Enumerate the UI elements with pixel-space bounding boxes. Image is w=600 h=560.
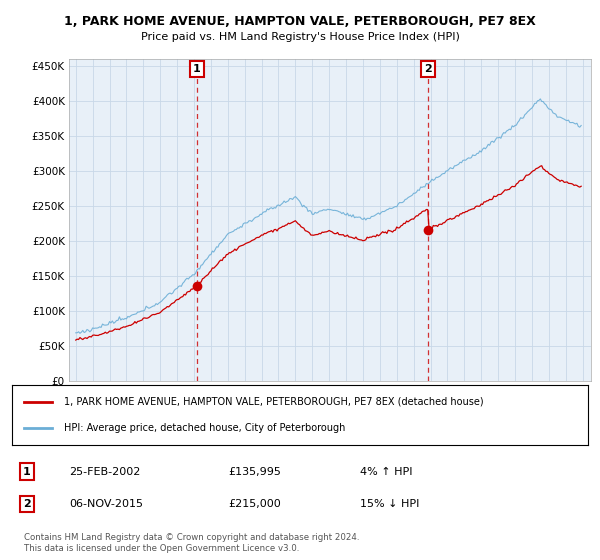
Text: 06-NOV-2015: 06-NOV-2015	[69, 499, 143, 509]
Text: 4% ↑ HPI: 4% ↑ HPI	[360, 466, 413, 477]
Text: 2: 2	[424, 64, 432, 74]
Text: HPI: Average price, detached house, City of Peterborough: HPI: Average price, detached house, City…	[64, 423, 345, 433]
Text: Contains HM Land Registry data © Crown copyright and database right 2024.
This d: Contains HM Land Registry data © Crown c…	[24, 533, 359, 553]
Text: 2: 2	[23, 499, 31, 509]
Text: 1, PARK HOME AVENUE, HAMPTON VALE, PETERBOROUGH, PE7 8EX: 1, PARK HOME AVENUE, HAMPTON VALE, PETER…	[64, 15, 536, 27]
Text: Price paid vs. HM Land Registry's House Price Index (HPI): Price paid vs. HM Land Registry's House …	[140, 32, 460, 43]
Text: 1: 1	[193, 64, 200, 74]
Text: 15% ↓ HPI: 15% ↓ HPI	[360, 499, 419, 509]
Text: £215,000: £215,000	[228, 499, 281, 509]
Text: £135,995: £135,995	[228, 466, 281, 477]
Text: 1, PARK HOME AVENUE, HAMPTON VALE, PETERBOROUGH, PE7 8EX (detached house): 1, PARK HOME AVENUE, HAMPTON VALE, PETER…	[64, 396, 484, 407]
Text: 1: 1	[23, 466, 31, 477]
Text: 25-FEB-2002: 25-FEB-2002	[69, 466, 140, 477]
